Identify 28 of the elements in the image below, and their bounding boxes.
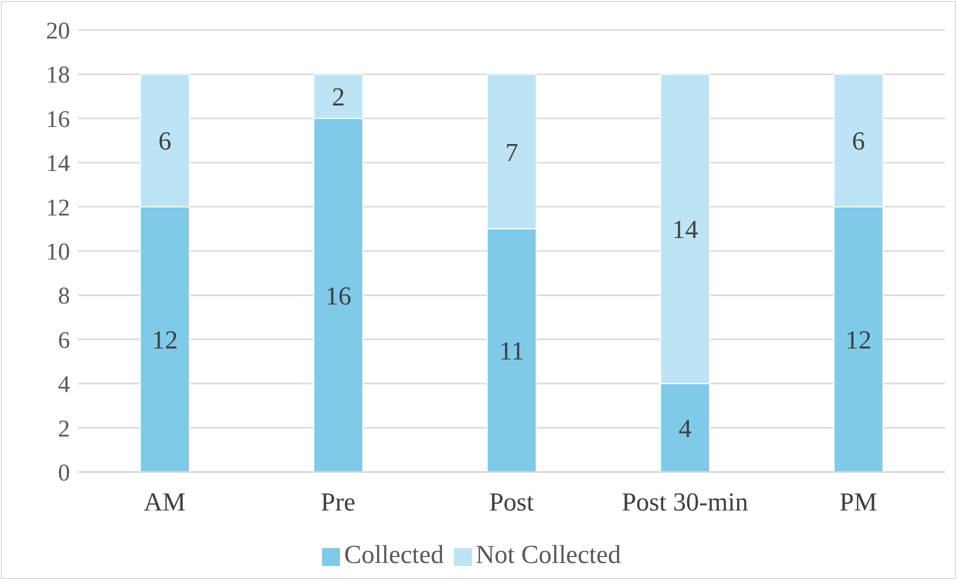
legend-label: Collected [344, 540, 444, 569]
y-tick-label: 0 [58, 460, 70, 487]
y-tick-label: 18 [46, 62, 70, 89]
y-tick-label: 14 [46, 151, 70, 178]
y-tick-label: 2 [58, 416, 70, 442]
y-tick-label: 8 [58, 284, 70, 310]
data-label: 14 [672, 215, 698, 244]
y-tick-label: 16 [46, 106, 70, 133]
data-label: 4 [678, 414, 692, 444]
y-tick-label: 6 [58, 328, 70, 354]
x-tick-label: Post 30-min [622, 487, 748, 516]
x-tick-label: AM [144, 487, 186, 516]
x-tick-label: PM [840, 487, 878, 516]
y-tick-label: 10 [46, 240, 70, 266]
data-label: 2 [332, 82, 345, 112]
data-label: 7 [505, 138, 518, 167]
data-label: 11 [499, 336, 524, 366]
x-tick-label: Pre [320, 487, 356, 516]
data-label: 6 [158, 126, 172, 156]
data-label: 6 [852, 126, 866, 156]
data-label: 12 [846, 326, 872, 355]
y-tick-label: 4 [58, 372, 70, 398]
y-tick-label: 20 [46, 18, 70, 45]
y-tick-label: 12 [46, 195, 70, 222]
data-label: 16 [325, 281, 352, 310]
legend-label: Not Collected [476, 540, 621, 569]
data-label: 12 [152, 326, 178, 355]
x-tick-label: Post [489, 487, 535, 516]
